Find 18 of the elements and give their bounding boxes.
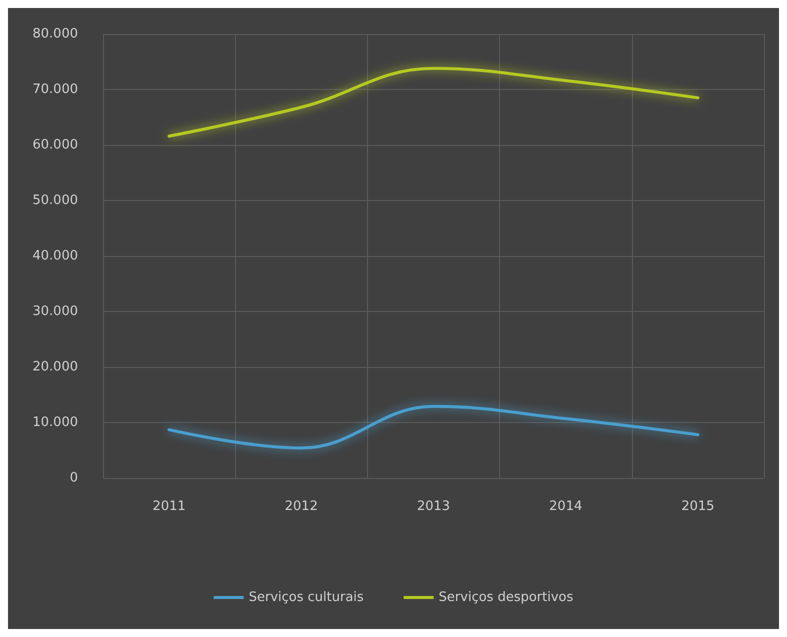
line-series	[168, 404, 700, 450]
line-series	[168, 66, 700, 138]
y-tick-label: 40.000	[32, 248, 78, 264]
y-tick-label: 0	[70, 470, 78, 486]
x-tick-label: 2014	[549, 499, 582, 514]
x-tick-label: 2011	[152, 499, 186, 514]
x-tick-label: 2015	[681, 499, 714, 514]
x-tick-label: 2013	[416, 499, 450, 514]
legend-label: Serviços desportivos	[438, 590, 574, 605]
legend-label: Serviços culturais	[248, 590, 364, 605]
x-tick-label: 2012	[284, 499, 318, 514]
y-tick-label: 10.000	[32, 415, 78, 430]
y-tick-label: 30.000	[32, 304, 78, 319]
y-tick-label: 80.000	[32, 26, 78, 42]
y-tick-label: 20.000	[32, 360, 78, 374]
y-tick-label: 70.000	[32, 82, 78, 97]
y-tick-label: 60.000	[32, 138, 78, 152]
y-tick-label: 50.000	[32, 193, 78, 208]
